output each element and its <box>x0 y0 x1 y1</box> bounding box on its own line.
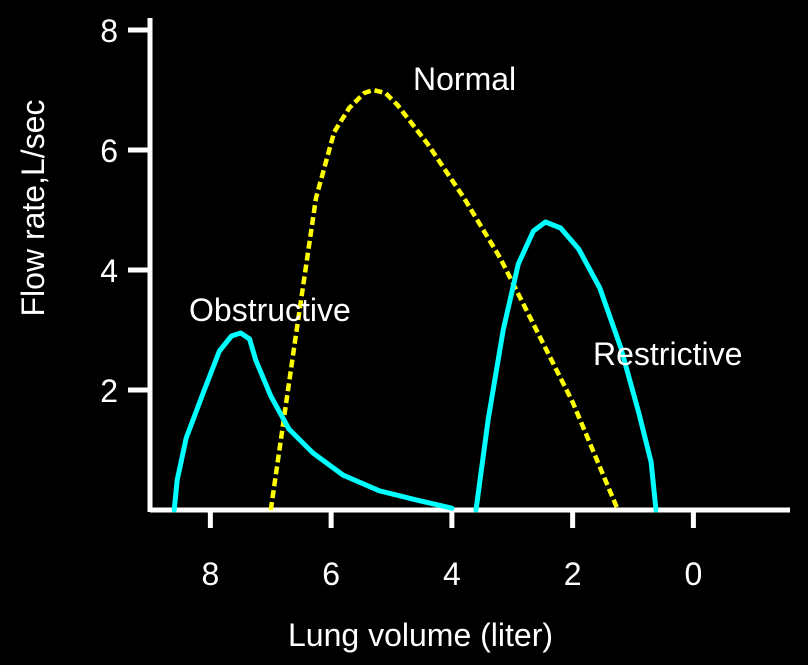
annotations: Normal Obstructive Restrictive Lung volu… <box>15 61 742 653</box>
x-tick-label: 0 <box>684 556 702 592</box>
series-line-normal <box>268 87 620 511</box>
annotation-restrictive: Restrictive <box>593 336 742 372</box>
x-tick-label: 2 <box>564 556 582 592</box>
series-line-restrictive <box>473 219 659 513</box>
series-line-obstructive <box>171 330 455 513</box>
y-tick-label: 6 <box>100 133 118 169</box>
y-axis-title: Flow rate,L/sec <box>15 100 51 317</box>
x-tick-label: 8 <box>201 556 219 592</box>
y-tick-label: 8 <box>100 13 118 49</box>
y-tick-label: 2 <box>100 373 118 409</box>
plot-area <box>171 87 659 513</box>
annotation-normal: Normal <box>413 61 516 97</box>
annotation-obstructive: Obstructive <box>189 292 351 328</box>
x-axis-title: Lung volume (liter) <box>288 617 553 653</box>
y-tick-label: 4 <box>100 253 118 289</box>
axes: 8 6 4 2 0 2 4 6 8 <box>100 13 790 592</box>
x-tick-label: 4 <box>443 556 461 592</box>
x-tick-label: 6 <box>322 556 340 592</box>
